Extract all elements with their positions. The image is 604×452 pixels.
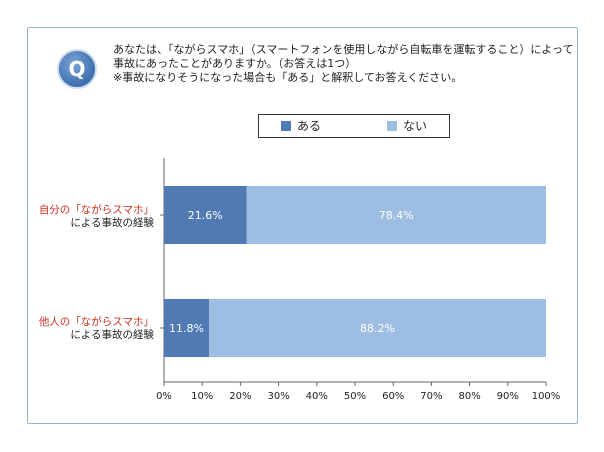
bar-label-nai-0: 78.4% <box>379 209 414 222</box>
chart-frame <box>27 27 578 424</box>
category-1-highlight: 他人の「ながらスマホ」 <box>38 316 154 328</box>
bar-nai-0 <box>246 186 546 244</box>
bar-label-aru-0: 21.6% <box>188 209 223 222</box>
question-badge: Q <box>57 49 97 89</box>
x-tick-label-10: 10% <box>191 391 213 402</box>
chart-legend: ある ない <box>258 114 450 138</box>
x-tick-label-20: 20% <box>229 391 251 402</box>
x-tick-label-40: 40% <box>306 391 328 402</box>
bar-aru-0 <box>164 186 247 244</box>
bar-nai-1 <box>209 299 547 357</box>
bar-label-nai-1: 88.2% <box>360 322 395 335</box>
legend-swatch-nai <box>387 121 397 131</box>
question-text: あなたは、「ながらスマホ」（スマートフォンを使用しながら自転車を運転すること）に… <box>113 43 574 85</box>
legend-label-aru: ある <box>297 119 322 133</box>
x-tick-label-70: 70% <box>420 391 442 402</box>
legend-label-nai: ない <box>403 119 428 133</box>
legend-swatch-aru <box>281 121 291 131</box>
bar-label-aru-1: 11.8% <box>169 322 204 335</box>
category-0-rest: による事故の経験 <box>70 217 154 229</box>
question-line-1: あなたは、「ながらスマホ」（スマートフォンを使用しながら自転車を運転すること）に… <box>113 43 574 56</box>
category-label-1: 他人の「ながらスマホ」 による事故の経験 <box>39 316 154 342</box>
category-label-0: 自分の「ながらスマホ」 による事故の経験 <box>39 204 154 230</box>
category-0-highlight: 自分の「ながらスマホ」 <box>38 204 154 216</box>
x-tick-label-60: 60% <box>382 391 404 402</box>
x-tick-label-100: 100% <box>532 391 561 402</box>
bar-aru-1 <box>164 299 210 357</box>
x-tick-label-50: 50% <box>344 391 366 402</box>
x-tick-label-30: 30% <box>267 391 289 402</box>
category-1-rest: による事故の経験 <box>70 329 154 341</box>
question-line-3: ※事故になりそうになった場合も「ある」と解釈してお答えください。 <box>113 71 463 84</box>
question-line-2: 事故にあったことがありますか。（お答えは1つ） <box>113 57 357 70</box>
x-tick-label-90: 90% <box>497 391 519 402</box>
x-tick-label-80: 80% <box>458 391 480 402</box>
x-tick-label-0: 0% <box>156 391 172 402</box>
